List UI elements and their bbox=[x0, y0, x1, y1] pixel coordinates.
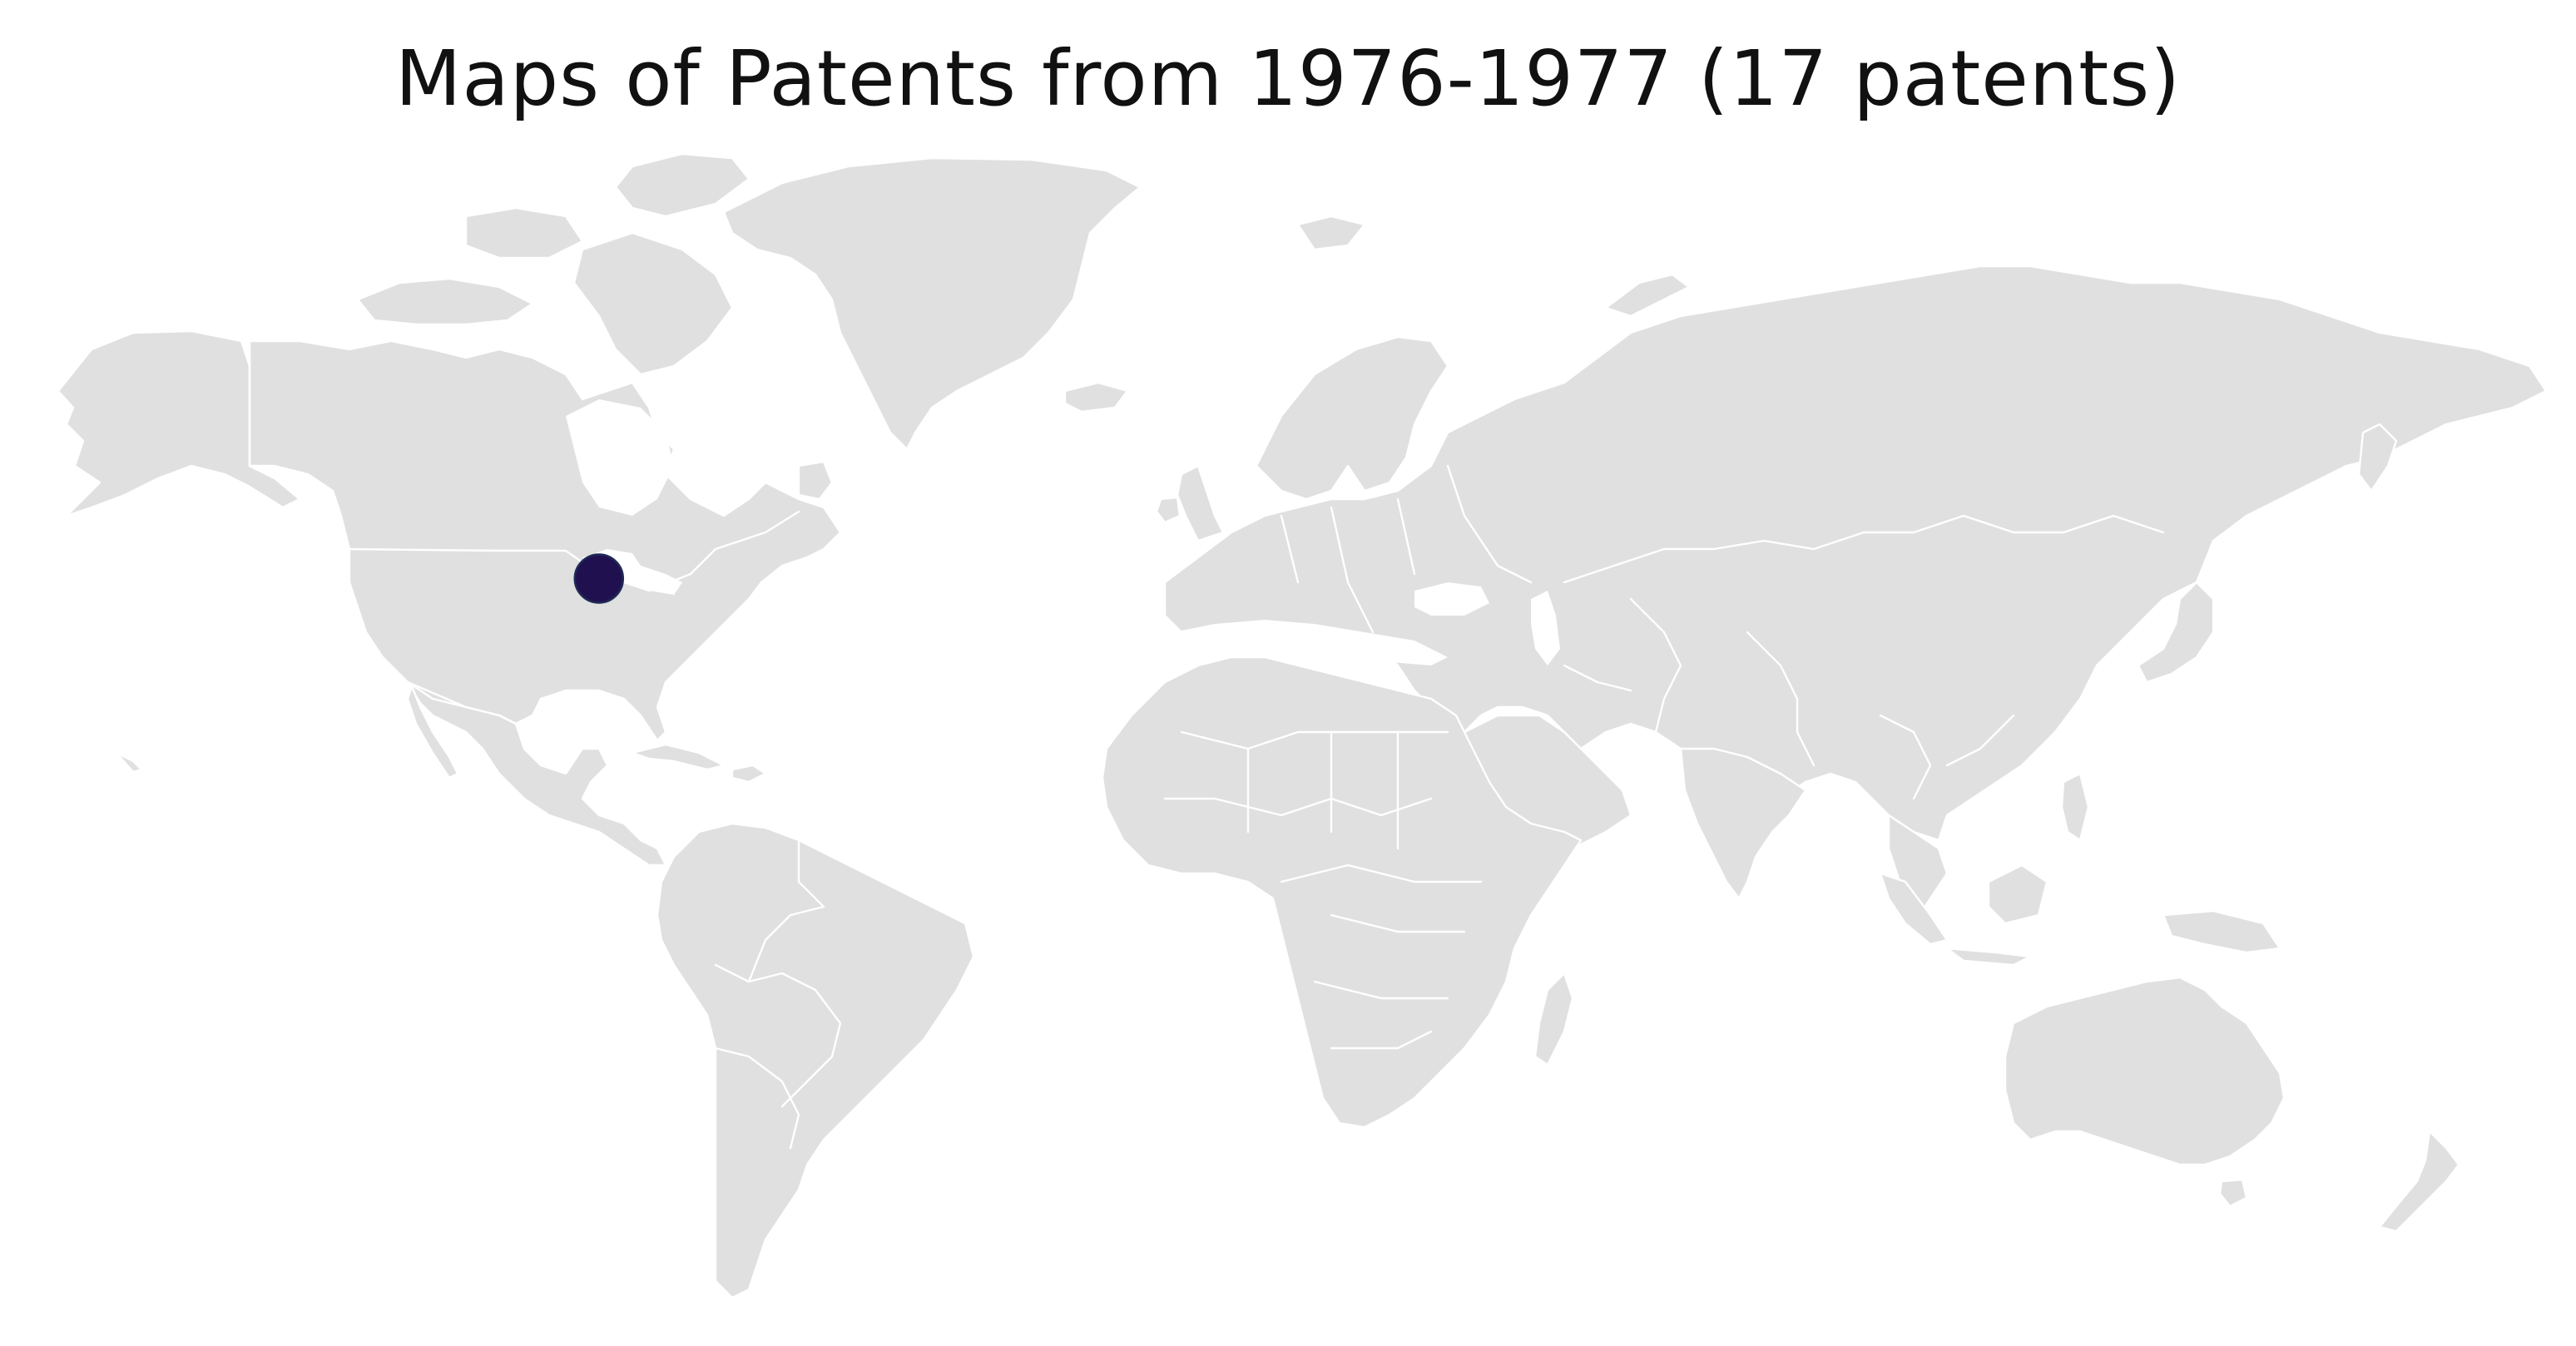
novaya-zemlya-shape bbox=[1606, 275, 1689, 316]
tasmania-shape bbox=[2220, 1180, 2247, 1206]
australia-shape bbox=[2005, 977, 2284, 1165]
new-guinea-shape bbox=[2163, 911, 2280, 953]
hispaniola-shape bbox=[732, 765, 765, 782]
canada-usa-shape bbox=[250, 341, 840, 740]
ireland-shape bbox=[1157, 497, 1180, 522]
cuba-shape bbox=[632, 745, 724, 769]
arctic-islands-shape bbox=[358, 279, 533, 324]
kamchatka-shape bbox=[2359, 424, 2396, 491]
patent-location-marker bbox=[575, 554, 623, 602]
madagascar-shape bbox=[1535, 973, 1573, 1065]
baffin-island-shape bbox=[574, 233, 732, 374]
new-zealand-shape bbox=[2380, 1131, 2459, 1231]
markers-layer bbox=[575, 554, 623, 602]
iceland-shape bbox=[1065, 383, 1127, 412]
ellesmere-island-shape bbox=[616, 154, 749, 216]
south-america-shape bbox=[657, 824, 973, 1298]
svalbard-shape bbox=[1298, 216, 1365, 250]
borneo-shape bbox=[1989, 865, 2047, 923]
uk-shape bbox=[1177, 466, 1223, 541]
newfoundland-shape bbox=[799, 462, 832, 499]
hawaii-shape bbox=[116, 753, 141, 772]
north-america-landmass bbox=[58, 154, 1140, 865]
philippines-shape bbox=[2062, 774, 2088, 840]
java-shape bbox=[1947, 948, 2030, 965]
oceania-landmass bbox=[1880, 774, 2459, 1231]
south-america-landmass bbox=[657, 824, 973, 1298]
victoria-island-shape bbox=[466, 208, 582, 258]
